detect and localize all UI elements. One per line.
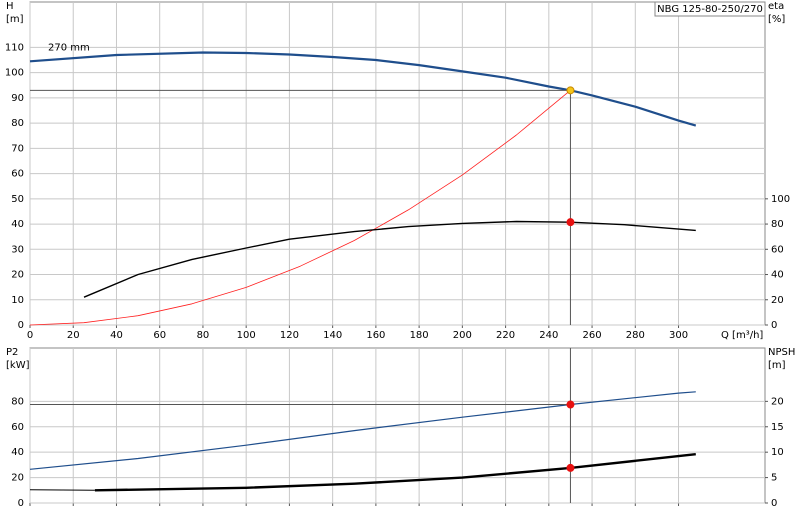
y2-tick-label: 0 — [771, 498, 777, 509]
x-axis-label: Q [m³/h] — [721, 330, 763, 341]
x-tick-label: 100 — [237, 330, 256, 341]
y2-axis-label: [m] — [768, 360, 786, 371]
y-tick-label: 110 — [5, 42, 24, 53]
duty-point — [566, 218, 575, 227]
x-tick-label: 40 — [110, 330, 123, 341]
curve-label: 270 mm — [48, 42, 90, 53]
y-tick-label: 10 — [11, 295, 24, 306]
duty-point — [566, 463, 575, 472]
y-tick-label: 40 — [11, 447, 24, 458]
y2-tick-label: 0 — [771, 320, 777, 331]
y2-tick-label: 60 — [771, 244, 784, 255]
y2-tick-label: 10 — [771, 447, 784, 458]
curve — [29, 489, 95, 491]
y2-tick-label: 40 — [771, 270, 784, 281]
y-tick-label: 80 — [11, 118, 24, 129]
duty-point — [566, 400, 575, 409]
y-tick-label: 100 — [5, 68, 24, 79]
curve — [94, 453, 696, 492]
y-axis-label: [kW] — [6, 360, 30, 371]
x-tick-label: 0 — [27, 330, 33, 341]
curve — [29, 89, 571, 326]
y-tick-label: 20 — [11, 473, 24, 484]
y-tick-label: 0 — [18, 320, 24, 331]
y-tick-label: 70 — [11, 143, 24, 154]
x-tick-label: 300 — [669, 330, 688, 341]
y2-axis-label: [%] — [768, 14, 785, 25]
x-tick-label: 200 — [453, 330, 472, 341]
y2-tick-label: 15 — [771, 422, 784, 433]
y-tick-label: 30 — [11, 244, 24, 255]
x-tick-label: 60 — [153, 330, 166, 341]
x-tick-label: 160 — [366, 330, 385, 341]
y-tick-label: 80 — [11, 396, 24, 407]
y-tick-label: 0 — [18, 498, 24, 509]
chart-title: NBG 125-80-250/270 — [657, 4, 763, 15]
y-axis-label: P2 — [6, 347, 18, 358]
curve — [29, 51, 697, 127]
x-tick-label: 260 — [583, 330, 602, 341]
y2-tick-label: 80 — [771, 219, 784, 230]
curve — [29, 391, 696, 470]
duty-point — [566, 86, 575, 95]
curve — [83, 220, 696, 298]
y-axis-label: H — [6, 1, 14, 12]
y-tick-label: 60 — [11, 169, 24, 180]
x-tick-label: 180 — [410, 330, 429, 341]
x-tick-label: 140 — [323, 330, 342, 341]
y2-tick-label: 20 — [771, 295, 784, 306]
y2-tick-label: 100 — [771, 194, 790, 205]
x-tick-label: 20 — [67, 330, 80, 341]
y-tick-label: 90 — [11, 93, 24, 104]
y2-tick-label: 5 — [771, 473, 777, 484]
y-tick-label: 20 — [11, 270, 24, 281]
x-tick-label: 80 — [197, 330, 210, 341]
y-axis-label: [m] — [6, 14, 24, 25]
x-tick-label: 240 — [539, 330, 558, 341]
title-box — [654, 1, 766, 17]
y2-axis-label: NPSH — [768, 347, 795, 358]
y-tick-label: 60 — [11, 422, 24, 433]
y2-tick-label: 20 — [771, 396, 784, 407]
x-tick-label: 220 — [496, 330, 515, 341]
x-tick-label: 120 — [280, 330, 299, 341]
y-tick-label: 40 — [11, 219, 24, 230]
x-tick-label: 280 — [626, 330, 645, 341]
y-tick-label: 50 — [11, 194, 24, 205]
y2-axis-label: eta — [768, 1, 784, 12]
plot-area — [29, 1, 766, 326]
